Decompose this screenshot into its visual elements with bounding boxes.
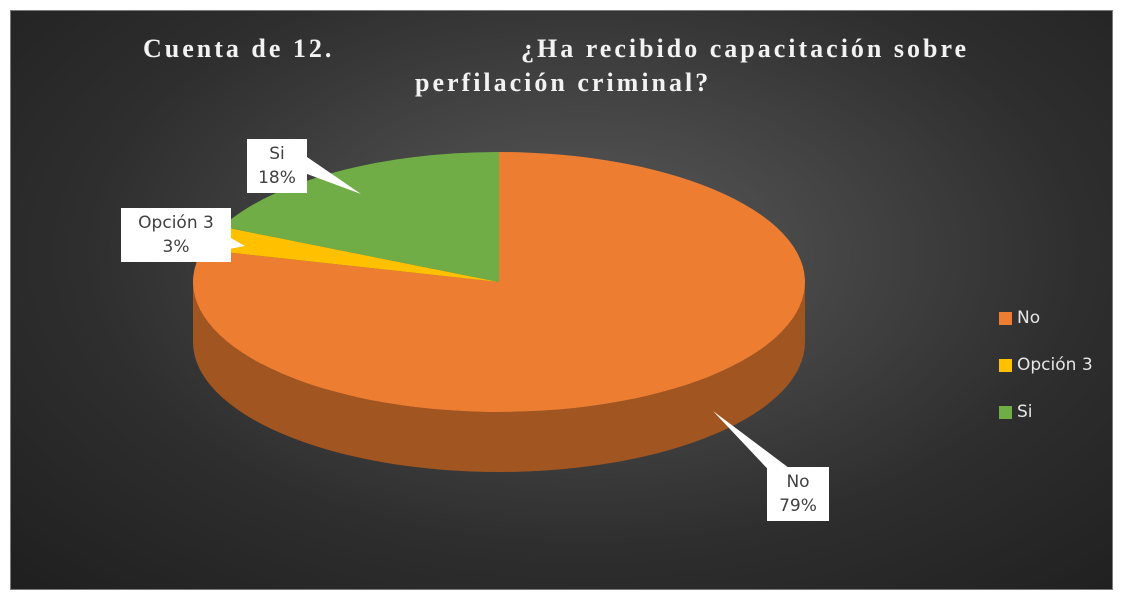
data-label-opcion-3-value: 3% xyxy=(162,237,190,257)
leader-line-si xyxy=(299,157,361,194)
leader-line-opcion-3 xyxy=(229,237,245,249)
pie-side-layer xyxy=(193,282,805,472)
legend-label-opcion-3: Opción 3 xyxy=(1017,355,1093,375)
data-label-no-value: 79% xyxy=(779,496,817,516)
data-label-no: No 79% xyxy=(767,467,829,521)
legend-swatch-opcion-3 xyxy=(999,358,1012,372)
legend-swatch-no xyxy=(999,311,1012,325)
legend-item-no: No xyxy=(999,306,1093,330)
legend-label-si: Si xyxy=(1017,402,1033,422)
data-label-si-name: Si xyxy=(269,144,285,164)
chart-legend: No Opción 3 Si xyxy=(999,306,1093,447)
pie-slice-no xyxy=(193,152,806,412)
pie-top-layer xyxy=(193,152,806,412)
chart-area: Cuenta de 12. ¿Ha recibido capacitación … xyxy=(10,10,1113,590)
leader-lines-layer xyxy=(229,157,793,481)
chart-title-line-1-left: Cuenta de 12. xyxy=(143,34,335,63)
pie-chart xyxy=(193,152,806,481)
chart-title-line-1-right: ¿Ha recibido capacitación sobre xyxy=(521,34,970,63)
data-label-si-value: 18% xyxy=(258,168,296,188)
legend-swatch-si xyxy=(999,405,1012,419)
data-label-opcion-3-name: Opción 3 xyxy=(138,213,214,233)
data-label-opcion-3: Opción 3 3% xyxy=(121,208,231,262)
legend-label-no: No xyxy=(1017,308,1041,328)
chart-title-line-2: perfilación criminal? xyxy=(415,68,712,97)
pie-slice-si xyxy=(222,152,499,282)
data-label-no-name: No xyxy=(786,472,810,492)
legend-item-si: Si xyxy=(999,400,1093,424)
data-label-si: Si 18% xyxy=(247,139,307,193)
legend-item-opcion-3: Opción 3 xyxy=(999,353,1093,377)
leader-line-no xyxy=(713,411,793,481)
pie-slice-opcion-3 xyxy=(202,226,499,282)
pie-side-no xyxy=(193,282,805,472)
